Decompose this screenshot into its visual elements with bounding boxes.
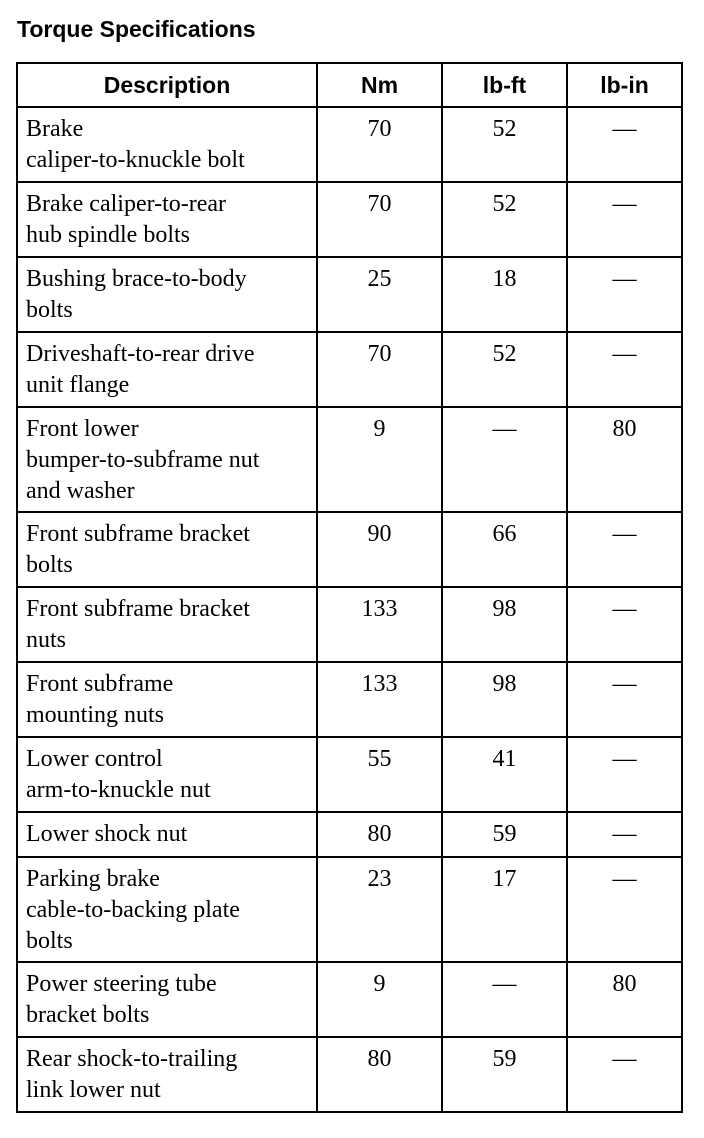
table-row: Brake caliper-to-rear hub spindle bolts 70… xyxy=(16,181,683,258)
nm-cell: 80 xyxy=(316,1036,443,1113)
description-line: bolts xyxy=(26,928,73,954)
nm-cell: 80 xyxy=(316,811,443,858)
description-line: hub spindle bolts xyxy=(26,222,191,248)
lbft-cell: 59 xyxy=(441,1036,568,1113)
lbft-cell: 98 xyxy=(441,661,568,738)
description-line: link lower nut xyxy=(26,1077,161,1103)
nm-cell: 70 xyxy=(316,106,443,183)
lbin-cell: — xyxy=(566,106,683,183)
lbin-cell: — xyxy=(566,661,683,738)
description-cell: Power steering tube bracket bolts xyxy=(16,961,318,1038)
description-line: Parking brake xyxy=(26,866,160,892)
description-line: arm-to-knuckle nut xyxy=(26,777,211,803)
description-line: cable-to-backing plate xyxy=(26,897,240,923)
description-cell: Driveshaft-to-rear drive unit flange xyxy=(16,331,318,408)
description-line: Front lower xyxy=(26,416,139,442)
description-line: Front subframe bracket xyxy=(26,521,250,547)
nm-cell: 25 xyxy=(316,256,443,333)
description-cell: Brake caliper-to-knuckle bolt xyxy=(16,106,318,183)
description-cell: Parking brake cable-to-backing plate bolts xyxy=(16,856,318,963)
description-cell: Front lower bumper-to-subframe nut and was… xyxy=(16,406,318,513)
nm-cell: 90 xyxy=(316,511,443,588)
description-line: bolts xyxy=(26,552,73,578)
nm-cell: 133 xyxy=(316,661,443,738)
lbin-cell: — xyxy=(566,856,683,963)
description-line: nuts xyxy=(26,627,67,653)
lbft-cell: — xyxy=(441,961,568,1038)
table-row: Front subframe mounting nuts 133 98— xyxy=(16,661,683,738)
description-line: Bushing brace-to-body xyxy=(26,266,247,292)
description-line: and washer xyxy=(26,478,135,504)
column-header-lbft: lb-ft xyxy=(441,62,568,108)
table-row: Rear shock-to-trailing link lower nut 80 59… xyxy=(16,1036,683,1113)
description-line: Power steering tube xyxy=(26,971,217,997)
description-line: bracket bolts xyxy=(26,1002,150,1028)
table-header-row: Description Nm lb-ft lb-in xyxy=(16,62,683,108)
nm-cell: 23 xyxy=(316,856,443,963)
column-header-description: Description xyxy=(16,62,318,108)
table-row: Lower shock nut 80 59— xyxy=(16,811,683,858)
description-cell: Front subframe bracket bolts xyxy=(16,511,318,588)
table-row: Front subframe bracket bolts 90 66— xyxy=(16,511,683,588)
table-row: Bushing brace-to-body bolts 25 18— xyxy=(16,256,683,333)
lbin-cell: — xyxy=(566,1036,683,1113)
lbin-cell: — xyxy=(566,586,683,663)
lbft-cell: 59 xyxy=(441,811,568,858)
column-header-lbin: lb-in xyxy=(566,62,683,108)
description-line: bolts xyxy=(26,297,73,323)
description-line: Lower shock nut xyxy=(26,821,188,847)
table-row: Power steering tube bracket bolts 9—80 xyxy=(16,961,683,1038)
description-line: Brake caliper-to-rear xyxy=(26,191,227,217)
torque-spec-table: Description Nm lb-ft lb-in Brake caliper-… xyxy=(16,62,683,1113)
description-cell: Front subframe bracket nuts xyxy=(16,586,318,663)
table-row: Front subframe bracket nuts 133 98— xyxy=(16,586,683,663)
table-row: Lower control arm-to-knuckle nut 55 41— xyxy=(16,736,683,813)
lbin-cell: 80 xyxy=(566,961,683,1038)
description-cell: Bushing brace-to-body bolts xyxy=(16,256,318,333)
lbin-cell: — xyxy=(566,331,683,408)
lbin-cell: — xyxy=(566,256,683,333)
lbin-cell: 80 xyxy=(566,406,683,513)
description-cell: Lower shock nut xyxy=(16,811,318,858)
nm-cell: 55 xyxy=(316,736,443,813)
nm-cell: 9 xyxy=(316,406,443,513)
nm-cell: 133 xyxy=(316,586,443,663)
nm-cell: 70 xyxy=(316,181,443,258)
lbft-cell: — xyxy=(441,406,568,513)
description-cell: Brake caliper-to-rear hub spindle bolts xyxy=(16,181,318,258)
description-line: Brake xyxy=(26,116,84,142)
lbin-cell: — xyxy=(566,181,683,258)
table-row: Brake caliper-to-knuckle bolt 70 52— xyxy=(16,106,683,183)
table-row: Parking brake cable-to-backing plate bolts… xyxy=(16,856,683,963)
description-line: Front subframe xyxy=(26,671,174,697)
description-line: Driveshaft-to-rear drive xyxy=(26,341,255,367)
description-line: Rear shock-to-trailing xyxy=(26,1046,238,1072)
lbft-cell: 52 xyxy=(441,181,568,258)
description-line: Front subframe bracket xyxy=(26,596,250,622)
lbft-cell: 66 xyxy=(441,511,568,588)
lbft-cell: 41 xyxy=(441,736,568,813)
lbft-cell: 17 xyxy=(441,856,568,963)
lbft-cell: 98 xyxy=(441,586,568,663)
description-line: Lower control xyxy=(26,746,163,772)
page-title: Torque Specifications xyxy=(17,16,256,42)
description-cell: Lower control arm-to-knuckle nut xyxy=(16,736,318,813)
lbft-cell: 18 xyxy=(441,256,568,333)
description-line: mounting nuts xyxy=(26,702,165,728)
lbin-cell: — xyxy=(566,511,683,588)
table-row: Driveshaft-to-rear drive unit flange 70 52— xyxy=(16,331,683,408)
nm-cell: 9 xyxy=(316,961,443,1038)
description-line: bumper-to-subframe nut xyxy=(26,447,260,473)
lbft-cell: 52 xyxy=(441,106,568,183)
table-row: Front lower bumper-to-subframe nut and was… xyxy=(16,406,683,513)
lbin-cell: — xyxy=(566,736,683,813)
lbin-cell: — xyxy=(566,811,683,858)
description-cell: Rear shock-to-trailing link lower nut xyxy=(16,1036,318,1113)
nm-cell: 70 xyxy=(316,331,443,408)
column-header-nm: Nm xyxy=(316,62,443,108)
description-cell: Front subframe mounting nuts xyxy=(16,661,318,738)
description-line: unit flange xyxy=(26,372,130,398)
description-line: caliper-to-knuckle bolt xyxy=(26,147,245,173)
lbft-cell: 52 xyxy=(441,331,568,408)
